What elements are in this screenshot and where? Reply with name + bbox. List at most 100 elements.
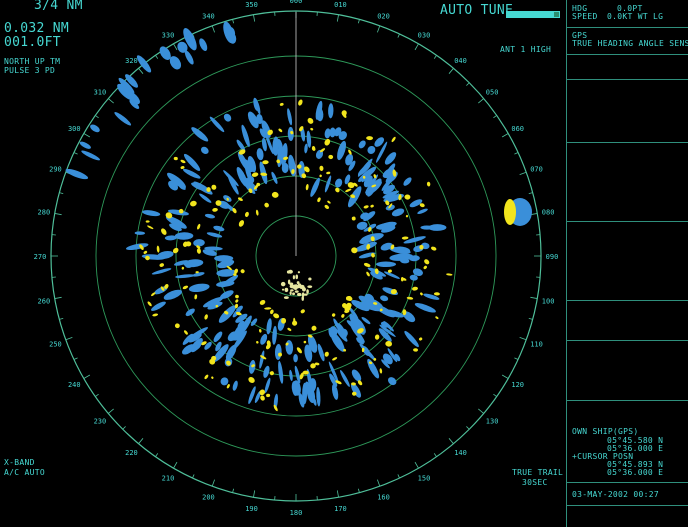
radar-echo xyxy=(204,374,209,380)
bearing-tick xyxy=(74,152,78,154)
radar-echo xyxy=(204,314,209,320)
trail-mode[interactable]: TRUE TRAIL xyxy=(512,468,563,477)
radar-echo xyxy=(266,394,270,398)
radar-echo xyxy=(351,216,356,221)
radar-echo xyxy=(297,293,301,296)
bearing-tick xyxy=(174,462,178,468)
bearing-label: 280 xyxy=(38,209,51,217)
bearing-tick xyxy=(155,55,157,58)
mode-line1[interactable]: NORTH UP TM xyxy=(4,57,60,66)
radar-echo xyxy=(188,282,210,293)
bearing-label: 290 xyxy=(49,165,62,173)
radar-echo xyxy=(412,286,419,291)
radar-echo xyxy=(200,145,211,155)
radar-echo xyxy=(414,301,437,314)
speed-label: SPEED xyxy=(572,12,598,21)
radar-echo xyxy=(402,236,409,240)
antenna-label[interactable]: ANT 1 HIGH xyxy=(500,45,551,54)
radar-echo xyxy=(327,200,331,204)
radar-echo xyxy=(126,242,149,252)
bearing-label: 040 xyxy=(454,57,467,65)
bearing-tick xyxy=(123,426,126,429)
radar-echo xyxy=(307,285,312,288)
radar-echo xyxy=(290,291,292,295)
radar-echo xyxy=(324,351,329,357)
bearing-tick xyxy=(529,318,533,319)
auto-tune-label[interactable]: AUTO TUNE xyxy=(440,4,513,18)
radar-echo xyxy=(293,354,298,362)
radar-echo xyxy=(328,103,334,118)
own-ship-label: OWN SHIP(GPS) xyxy=(572,427,639,436)
radar-echo xyxy=(298,271,300,273)
radar-echo xyxy=(446,273,453,276)
radar-echo xyxy=(271,191,279,198)
radar-echo xyxy=(402,176,413,187)
bearing-tick xyxy=(108,99,113,103)
radar-echo xyxy=(302,285,305,289)
radar-echo xyxy=(289,283,293,286)
bearing-tick xyxy=(84,134,90,138)
ac-auto-label[interactable]: A/C AUTO xyxy=(4,468,45,477)
radar-echo xyxy=(279,103,284,107)
range-value: 0.032 NM xyxy=(4,22,69,36)
radar-echo xyxy=(150,292,156,297)
bearing-tick xyxy=(55,213,62,214)
bearing-tick xyxy=(108,409,113,413)
radar-display[interactable]: 000 010 020 030 040 050 060 070 080 090 100 110 120 1… xyxy=(0,0,566,527)
radar-echo xyxy=(184,307,196,317)
radar-echo xyxy=(370,204,374,208)
radar-echo xyxy=(379,295,388,303)
radar-echo xyxy=(295,290,299,292)
radar-echo xyxy=(160,227,168,236)
bearing-label: 030 xyxy=(418,31,431,39)
radar-echo xyxy=(146,220,150,222)
radar-echo xyxy=(383,270,400,280)
bearing-tick xyxy=(95,115,98,117)
bearing-tick xyxy=(502,375,508,379)
bearing-tick xyxy=(478,99,483,103)
date-time: 03-MAY-2002 00:27 xyxy=(572,490,659,499)
radar-echo xyxy=(319,174,322,177)
radar-echo xyxy=(366,136,373,140)
radar-echo xyxy=(363,205,369,209)
trail-time[interactable]: 30SEC xyxy=(522,478,548,487)
bearing-tick xyxy=(449,438,453,443)
radar-echo xyxy=(290,289,294,291)
radar-echo xyxy=(310,127,314,131)
bearing-tick xyxy=(59,318,63,319)
radar-echo xyxy=(275,344,282,360)
bearing-tick xyxy=(358,19,359,23)
radar-echo xyxy=(334,187,340,193)
radar-echo xyxy=(292,292,295,295)
mode-line2[interactable]: PULSE 3 PD xyxy=(4,66,55,75)
radar-echo xyxy=(198,37,209,52)
radar-echo xyxy=(403,329,421,348)
radar-echo xyxy=(300,309,306,315)
bearing-label: 150 xyxy=(418,475,431,483)
bearing-tick xyxy=(529,193,533,194)
radar-echo xyxy=(302,296,304,301)
range-offset: 001.0FT xyxy=(4,36,61,50)
bearing-label: 120 xyxy=(511,381,524,389)
bearing-tick xyxy=(74,358,78,360)
radar-echo xyxy=(383,150,398,166)
bearing-tick xyxy=(398,34,400,38)
bearing-tick xyxy=(520,172,527,174)
bearing-tick xyxy=(233,489,234,493)
bearing-tick xyxy=(253,15,254,22)
range-scale-top[interactable]: 3/4 NM xyxy=(34,0,83,13)
radar-echo xyxy=(379,368,382,374)
radar-echo xyxy=(339,369,351,387)
bearing-label: 160 xyxy=(377,494,390,502)
radar-echo xyxy=(305,184,309,191)
radar-echo xyxy=(174,157,178,160)
radar-echo xyxy=(142,209,161,217)
bearing-tick xyxy=(84,375,90,379)
radar-echo xyxy=(277,361,284,384)
radar-echo xyxy=(235,294,239,298)
radar-echo xyxy=(303,341,306,344)
radar-echo xyxy=(175,323,180,328)
bearing-tick xyxy=(377,480,379,487)
bearing-tick xyxy=(415,462,419,468)
radar-echo xyxy=(264,307,271,310)
